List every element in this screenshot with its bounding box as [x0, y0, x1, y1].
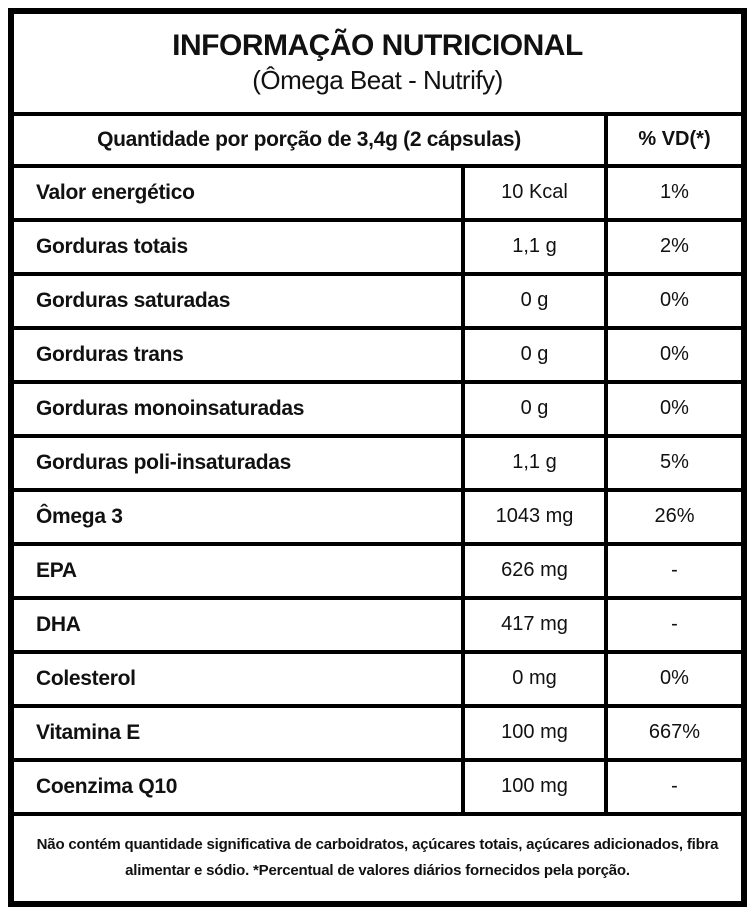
- nutrient-name: Coenzima Q10: [14, 757, 461, 812]
- nutrient-amount: 0 g: [461, 379, 604, 434]
- nutrient-dv: 0%: [604, 379, 741, 434]
- nutrition-label: INFORMAÇÃO NUTRICIONAL (Ômega Beat - Nut…: [8, 8, 747, 907]
- nutrient-amount: 10 Kcal: [461, 163, 604, 218]
- nutrient-dv: 0%: [604, 325, 741, 380]
- nutrient-amount: 100 mg: [461, 703, 604, 758]
- nutrient-dv: 5%: [604, 433, 741, 488]
- nutrient-amount: 0 mg: [461, 649, 604, 704]
- nutrient-name: Ômega 3: [14, 487, 461, 542]
- nutrient-amount: 626 mg: [461, 541, 604, 596]
- nutrient-dv: 0%: [604, 649, 741, 704]
- nutrient-amount: 1,1 g: [461, 433, 604, 488]
- nutrient-dv: 1%: [604, 163, 741, 218]
- nutrient-dv: -: [604, 595, 741, 650]
- footnote-box: Não contém quantidade significativa de c…: [14, 811, 741, 901]
- nutrient-name: DHA: [14, 595, 461, 650]
- nutrient-amount: 0 g: [461, 325, 604, 380]
- nutrient-name: Colesterol: [14, 649, 461, 704]
- page-title: INFORMAÇÃO NUTRICIONAL: [172, 29, 583, 63]
- nutrient-dv: 2%: [604, 217, 741, 272]
- nutrient-name: Gorduras saturadas: [14, 271, 461, 326]
- nutrient-amount: 417 mg: [461, 595, 604, 650]
- nutrition-table: Quantidade por porção de 3,4g (2 cápsula…: [14, 115, 741, 812]
- daily-value-header: % VD(*): [604, 115, 741, 164]
- nutrient-amount: 100 mg: [461, 757, 604, 812]
- nutrient-name: Gorduras poli-insaturadas: [14, 433, 461, 488]
- nutrient-name: EPA: [14, 541, 461, 596]
- product-subtitle: (Ômega Beat - Nutrify): [252, 64, 503, 95]
- nutrient-dv: 667%: [604, 703, 741, 758]
- title-box: INFORMAÇÃO NUTRICIONAL (Ômega Beat - Nut…: [14, 14, 741, 116]
- nutrient-name: Gorduras monoinsaturadas: [14, 379, 461, 434]
- serving-size-header: Quantidade por porção de 3,4g (2 cápsula…: [97, 127, 521, 151]
- nutrient-name: Vitamina E: [14, 703, 461, 758]
- nutrient-amount: 0 g: [461, 271, 604, 326]
- nutrient-name: Valor energético: [14, 163, 461, 218]
- nutrient-dv: 26%: [604, 487, 741, 542]
- nutrient-amount: 1043 mg: [461, 487, 604, 542]
- nutrient-dv: 0%: [604, 271, 741, 326]
- nutrient-dv: -: [604, 541, 741, 596]
- footnote-text: Não contém quantidade significativa de c…: [36, 836, 719, 880]
- nutrient-name: Gorduras trans: [14, 325, 461, 380]
- nutrient-amount: 1,1 g: [461, 217, 604, 272]
- nutrient-dv: -: [604, 757, 741, 812]
- nutrient-name: Gorduras totais: [14, 217, 461, 272]
